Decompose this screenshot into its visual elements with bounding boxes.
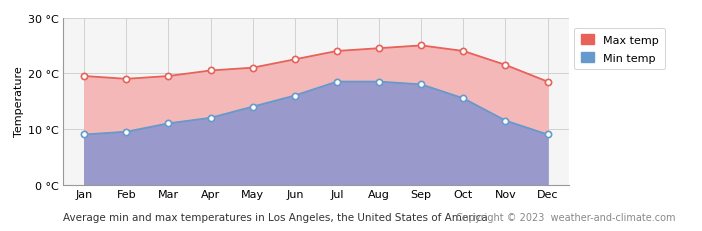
Text: Copyright © 2023  weather-and-climate.com: Copyright © 2023 weather-and-climate.com xyxy=(456,212,676,222)
Text: Average min and max temperatures in Los Angeles, the United States of America: Average min and max temperatures in Los … xyxy=(63,212,488,222)
Legend: Max temp, Min temp: Max temp, Min temp xyxy=(574,29,665,70)
Y-axis label: Temperature: Temperature xyxy=(14,67,24,137)
